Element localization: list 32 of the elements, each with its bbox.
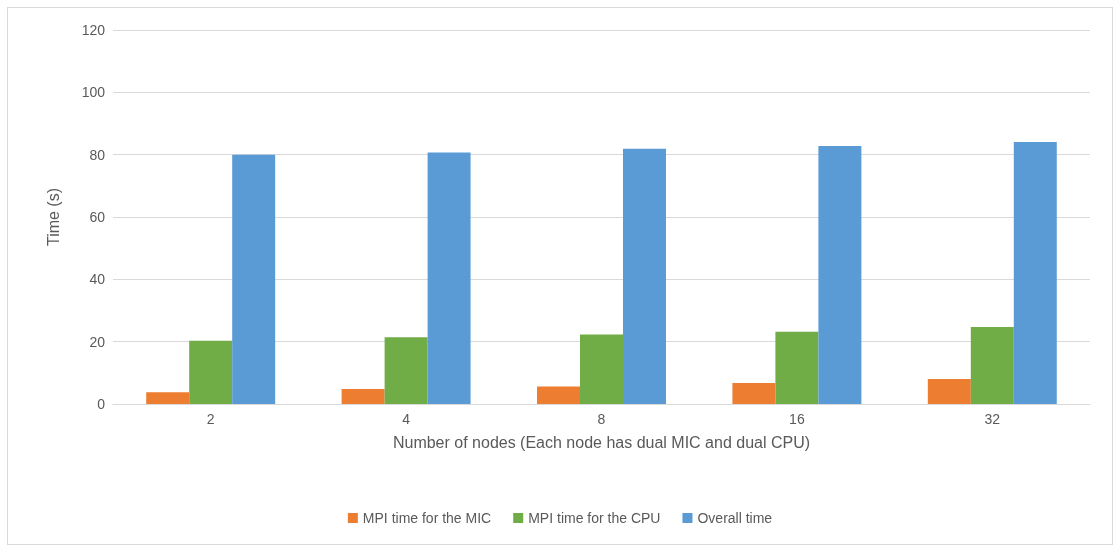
bar	[970, 327, 1014, 404]
y-axis-title: Time (s)	[44, 187, 62, 247]
legend-label: MPI time for the MIC	[362, 510, 492, 526]
x-axis-title: Number of nodes (Each node has dual MIC and dual CPU)	[392, 433, 811, 451]
bar	[146, 392, 190, 404]
y-tick-label: 20	[89, 333, 106, 350]
bar	[580, 334, 623, 404]
bar	[1013, 141, 1057, 404]
bar	[818, 145, 862, 404]
y-tick-label: 40	[89, 271, 106, 288]
bar	[732, 383, 776, 404]
bar	[537, 386, 581, 404]
bar	[927, 379, 971, 404]
x-tick-label: 2	[206, 411, 215, 427]
legend-label: Overall time	[697, 510, 773, 526]
x-tick-label: 32	[984, 411, 1001, 427]
bar	[341, 389, 385, 404]
bar	[189, 340, 233, 404]
bar	[384, 337, 428, 404]
y-tick-label: 120	[81, 22, 106, 38]
y-tick-label: 60	[89, 209, 106, 225]
legend-label: MPI time for the CPU	[528, 510, 661, 526]
bar	[232, 154, 276, 404]
x-tick-label: 16	[789, 411, 805, 427]
x-tick-label: 8	[597, 411, 606, 427]
y-tick-label: 0	[97, 396, 106, 412]
x-tick-label: 4	[402, 411, 411, 427]
bar	[775, 331, 819, 404]
bar	[427, 152, 471, 404]
y-tick-label: 80	[89, 146, 106, 163]
bar	[622, 148, 666, 404]
y-tick-label: 100	[81, 84, 106, 101]
